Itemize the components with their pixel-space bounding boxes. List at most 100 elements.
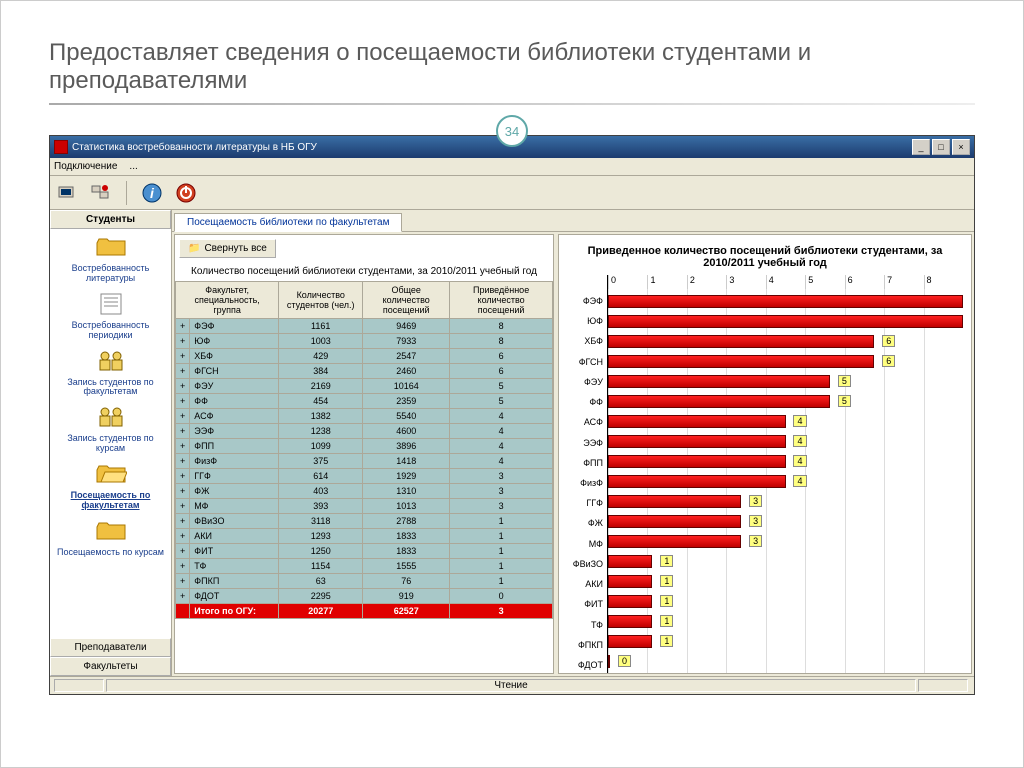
table-row[interactable]: +ФЖ40313103 [176, 484, 553, 499]
sidebar-item-label: Востребованность литературы [52, 264, 169, 284]
y-label: АКИ [567, 574, 607, 594]
page-badge: 34 [496, 115, 528, 147]
bar-value: 4 [793, 435, 806, 447]
x-tick: 3 [726, 275, 765, 289]
sidebar-footer-faculties[interactable]: Факультеты [50, 657, 171, 676]
plot: 012345678 8866554444333111110 [607, 275, 963, 674]
menu-dots[interactable]: ... [129, 161, 137, 172]
sidebar-item-period[interactable]: Востребованность периодики [50, 290, 171, 347]
collapse-all-button[interactable]: 📁 Свернуть все [179, 239, 276, 258]
bar-row: 4 [608, 451, 963, 471]
tool-power-icon[interactable] [173, 180, 199, 206]
table-row[interactable]: +ЮФ100379338 [176, 334, 553, 349]
sidebar-footer-teachers[interactable]: Преподаватели [50, 638, 171, 657]
table-row[interactable]: +ФИТ125018331 [176, 544, 553, 559]
table-row[interactable]: +ЭЭФ123846004 [176, 424, 553, 439]
bar: 4 [608, 415, 786, 428]
toolbar: i [50, 176, 974, 210]
window-controls: _ □ × [912, 139, 970, 155]
bar: 1 [608, 555, 652, 568]
table-row[interactable]: +ФФ45423595 [176, 394, 553, 409]
y-label: ЭЭФ [567, 433, 607, 453]
bar: 3 [608, 495, 741, 508]
tab-attendance[interactable]: Посещаемость библиотеки по факультетам [174, 213, 402, 232]
slide: Предоставляет сведения о посещаемости би… [0, 0, 1024, 768]
bar-value: 1 [660, 615, 673, 627]
col-faculty: Факультет, специальность, группа [176, 282, 279, 319]
bar-row: 3 [608, 531, 963, 551]
bar: 1 [608, 595, 652, 608]
statusbar: Чтение [50, 676, 974, 694]
sidebar-header-students[interactable]: Студенты [50, 210, 171, 229]
bar-value: 4 [793, 475, 806, 487]
bar-row: 1 [608, 611, 963, 631]
tool-network-icon[interactable] [88, 180, 114, 206]
newspaper-icon [95, 292, 127, 316]
bar-row: 3 [608, 511, 963, 531]
x-tick: 6 [845, 275, 884, 289]
bar-row: 8 [608, 291, 963, 311]
table-row[interactable]: +ТФ115415551 [176, 559, 553, 574]
table-scroll[interactable]: Факультет, специальность, группа Количес… [175, 281, 553, 673]
table-row[interactable]: +ФЭФ116194698 [176, 319, 553, 334]
bar: 6 [608, 335, 874, 348]
x-tick: 2 [687, 275, 726, 289]
collapse-icon: 📁 [188, 243, 200, 254]
data-table: Факультет, специальность, группа Количес… [175, 281, 553, 619]
sidebar-item-visit-fac[interactable]: Посещаемость по факультетам [50, 460, 171, 517]
window-title: Статистика востребованности литературы в… [72, 142, 317, 153]
bar-row: 8 [608, 311, 963, 331]
table-row[interactable]: +ФДОТ22959190 [176, 589, 553, 604]
table-row[interactable]: +ФПКП63761 [176, 574, 553, 589]
y-label: ФЭУ [567, 372, 607, 392]
sidebar-item-reg-course[interactable]: Запись студентов по курсам [50, 403, 171, 460]
sidebar-item-lit[interactable]: Востребованность литературы [50, 233, 171, 290]
table-row[interactable]: +МФ39310133 [176, 499, 553, 514]
table-row[interactable]: +ГГФ61419293 [176, 469, 553, 484]
app-window: Статистика востребованности литературы в… [49, 135, 975, 695]
sidebar-item-label: Запись студентов по курсам [52, 434, 169, 454]
maximize-button[interactable]: □ [932, 139, 950, 155]
close-button[interactable]: × [952, 139, 970, 155]
table-row[interactable]: +ХБФ42925476 [176, 349, 553, 364]
status-reading: Чтение [106, 679, 916, 692]
table-row[interactable]: +АКИ129318331 [176, 529, 553, 544]
bar-value: 1 [660, 555, 673, 567]
tool-info-icon[interactable]: i [139, 180, 165, 206]
app-body: Студенты Востребованность литературы Вос… [50, 210, 974, 676]
chart-pane: Приведенное количество посещений библиот… [558, 234, 972, 674]
table-row[interactable]: +ФГСН38424606 [176, 364, 553, 379]
bar: 4 [608, 475, 786, 488]
table-row[interactable]: +ФПП109938964 [176, 439, 553, 454]
table-row[interactable]: +ФЭУ2169101645 [176, 379, 553, 394]
y-label: ФИТ [567, 594, 607, 614]
bar-row: 5 [608, 371, 963, 391]
table-row[interactable]: +ФВиЗО311827881 [176, 514, 553, 529]
y-label: ФПП [567, 453, 607, 473]
y-label: ТФ [567, 615, 607, 635]
sidebar: Студенты Востребованность литературы Вос… [50, 210, 172, 676]
bar-value: 6 [882, 335, 895, 347]
x-tick: 5 [805, 275, 844, 289]
menu-connect[interactable]: Подключение [54, 161, 117, 172]
separator [126, 181, 127, 205]
minimize-button[interactable]: _ [912, 139, 930, 155]
col-reduced: Приведённое количество посещений [450, 282, 553, 319]
y-label: ФГСН [567, 352, 607, 372]
bar-value: 0 [618, 655, 631, 667]
sidebar-item-reg-fac[interactable]: Запись студентов по факультетам [50, 347, 171, 404]
collapse-label: Свернуть все [204, 243, 266, 254]
bar-row: 5 [608, 391, 963, 411]
bar-row: 1 [608, 591, 963, 611]
bar: 4 [608, 455, 786, 468]
bar: 3 [608, 535, 741, 548]
bar-value: 8 [971, 315, 972, 327]
table-row[interactable]: +АСФ138255404 [176, 409, 553, 424]
table-row[interactable]: +ФизФ37514184 [176, 454, 553, 469]
col-students: Количество студентов (чел.) [279, 282, 363, 319]
sidebar-item-visit-course[interactable]: Посещаемость по курсам [50, 517, 171, 564]
bar: 1 [608, 615, 652, 628]
tool-pc-icon[interactable] [54, 180, 80, 206]
y-axis: ФЭФЮФХБФФГСНФЭУФФАСФЭЭФФППФизФГГФФЖМФФВи… [567, 275, 607, 674]
tab-strip: Посещаемость библиотеки по факультетам [172, 210, 974, 232]
